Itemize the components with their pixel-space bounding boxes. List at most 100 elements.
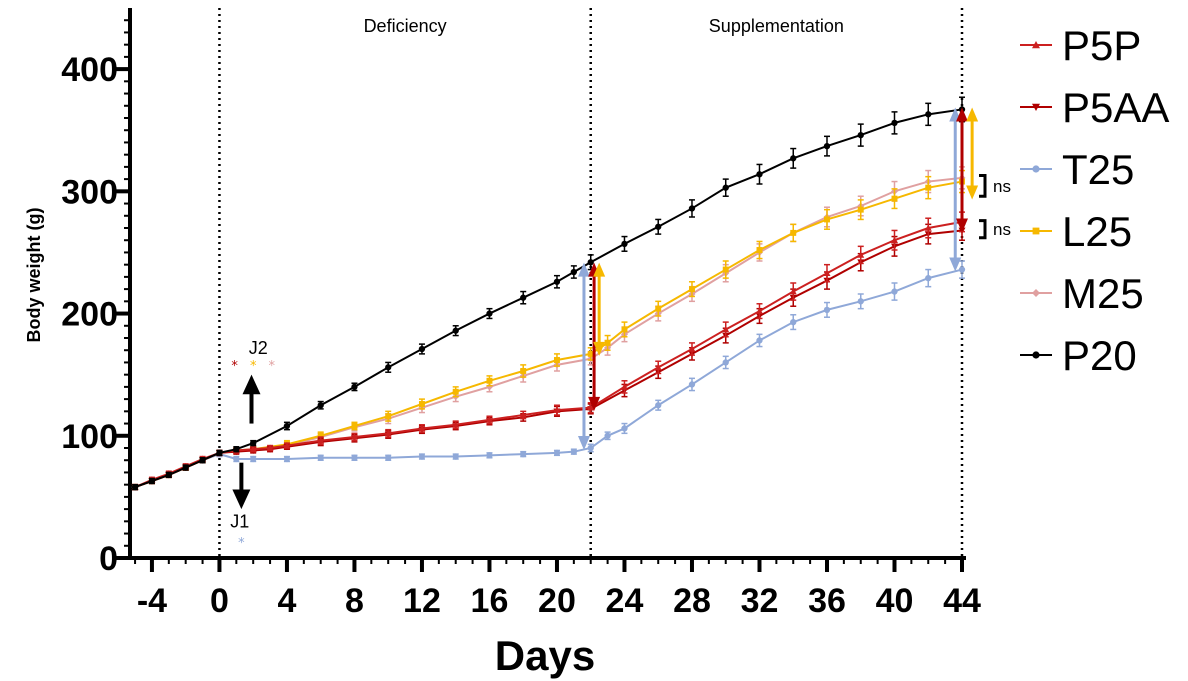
ns-bracket-0: ns [979,173,1011,198]
ns-label: ns [993,177,1011,196]
data-point-P5P [587,404,595,411]
data-point-P20 [857,131,864,139]
significance-star: * [269,359,276,374]
significance-star: * [238,536,245,551]
data-series [131,96,966,491]
series-T25 [131,260,966,491]
data-point-L25 [689,286,695,293]
data-point-L25 [655,305,662,312]
data-point-L25 [418,401,425,407]
x-tick-label: 36 [808,582,846,620]
data-point-P20 [621,240,628,248]
x-tick-label: 40 [876,582,914,620]
legend-item-P5P: P5P [1020,22,1141,69]
data-point-P5P [249,445,257,453]
legend-marker [1032,227,1040,235]
x-tick-label: 28 [673,582,711,620]
data-point-L25 [587,350,594,357]
annotations: J2 J1 * * * * ns ns [230,107,1011,551]
data-point-T25 [655,402,662,409]
data-point-P20 [351,383,358,391]
legend-label: P5AA [1062,84,1169,131]
data-point-P5P [722,325,730,333]
data-point-T25 [604,432,611,439]
legend-item-P20: P20 [1020,332,1137,379]
data-point-L25 [824,216,830,223]
data-point-L25 [891,195,898,202]
data-point-L25 [553,357,560,363]
x-tick-label: 12 [403,582,441,620]
data-point-T25 [790,318,797,326]
arrow-p5aa-day44 [956,107,968,233]
data-point-T25 [857,298,864,305]
series-line-P20 [134,108,963,489]
data-point-T25 [317,454,324,461]
data-point-P5P [654,363,662,371]
data-point-P20 [570,268,577,276]
legend-label: P20 [1062,332,1137,379]
data-point-P5P [452,421,460,428]
arrow-head [966,185,979,200]
data-point-P5P [620,383,628,390]
data-point-P20 [655,223,662,230]
j2-arrow-head [242,374,261,395]
data-point-P5P [418,424,426,432]
data-point-T25 [891,288,898,295]
arrow-head [588,396,601,411]
phase-label-1: Supplementation [709,16,844,36]
data-point-P5P [755,307,763,314]
legend-label: T25 [1062,146,1134,193]
arrow-head [593,262,606,277]
arrow-head [949,257,962,272]
y-tick-label: 200 [61,296,118,334]
data-point-P5P [350,433,358,440]
data-point-T25 [452,453,459,460]
data-point-P5P [688,345,696,352]
data-point-T25 [823,306,831,314]
data-point-P20 [216,449,223,457]
data-point-T25 [233,455,240,463]
data-point-P20 [250,439,257,447]
data-point-L25 [385,413,392,420]
data-point-P5P [384,429,392,437]
data-point-P20 [182,464,189,471]
data-point-P20 [688,205,696,212]
data-point-P20 [553,278,561,285]
data-point-T25 [570,448,577,455]
y-tick-label: 300 [61,173,118,211]
y-axis-title: Body weight (g) [24,208,44,343]
legend-marker [1032,289,1040,297]
data-point-T25 [351,454,358,461]
j2-label: J2 [249,338,268,358]
data-point-T25 [925,274,932,282]
x-tick-label: -4 [137,582,167,620]
data-point-T25 [553,449,561,457]
data-point-P20 [452,327,459,334]
x-tick-label: 24 [606,582,644,620]
legend-item-T25: T25 [1020,146,1134,193]
arrow-l25-day22 [593,262,606,356]
data-point-P5P [519,411,527,418]
arrow-head [966,107,979,122]
data-point-T25 [722,359,729,366]
data-point-T25 [283,455,291,463]
axes: 0 100 200 300 400 -4 0 4 8 12 16 20 24 28 32 36 40 44 [61,8,981,620]
data-point-L25 [351,423,358,429]
data-point-P20 [148,477,156,485]
legend-label: L25 [1062,208,1132,255]
data-point-P20 [486,310,493,317]
legend-marker [1032,351,1040,359]
arrow-head [593,341,606,356]
data-point-T25 [486,452,493,459]
data-point-P5P [317,437,325,444]
data-point-T25 [385,454,392,461]
ns-bracket-1: ns [979,219,1011,240]
series-P20 [131,96,966,491]
data-point-P20 [722,184,729,191]
data-point-P20 [233,446,240,453]
y-tick-label: 100 [61,418,118,456]
bracket-line [979,219,987,240]
data-point-P5P [823,269,831,277]
legend-label: M25 [1062,270,1144,317]
